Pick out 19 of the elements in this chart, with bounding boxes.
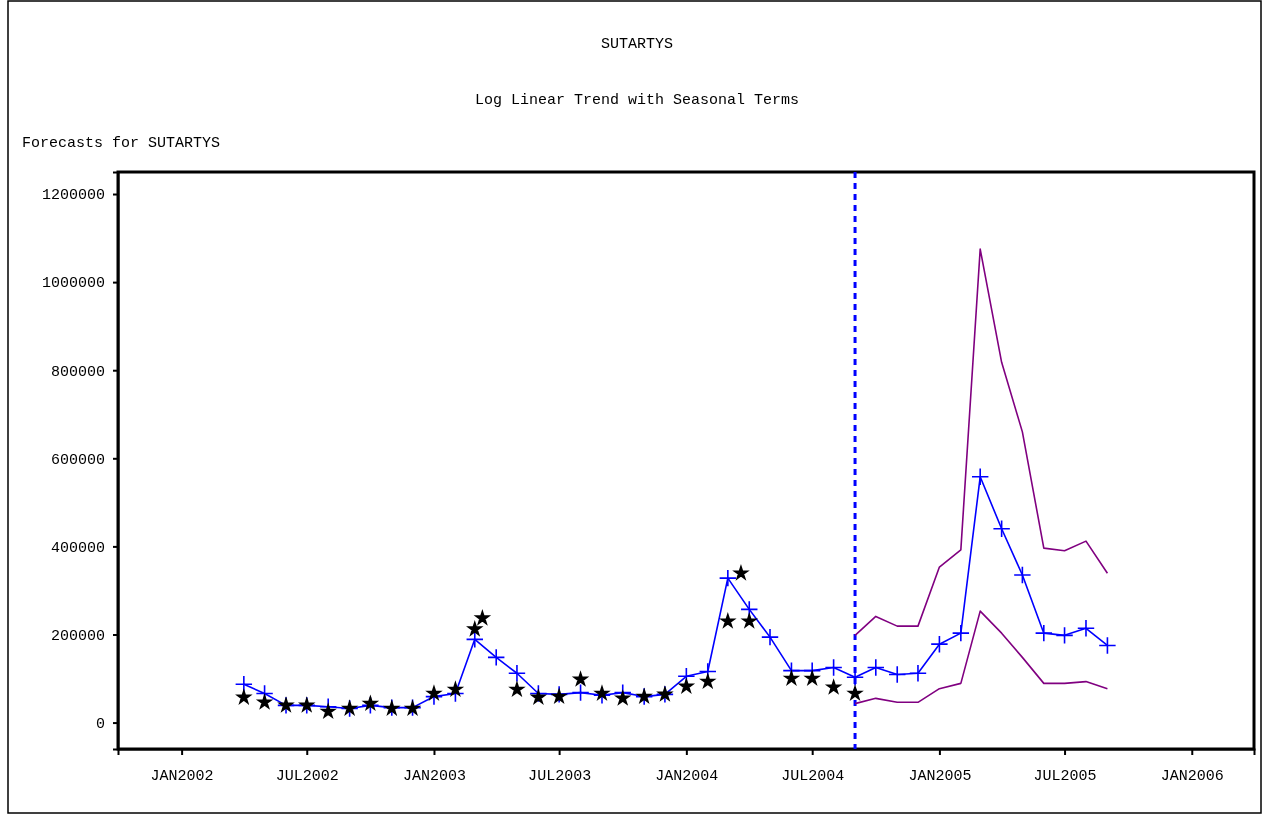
y-tick-label: 200000 bbox=[50, 627, 105, 645]
chart-title: SUTARTYS bbox=[600, 36, 674, 53]
y-tick-label: 1000000 bbox=[41, 275, 105, 293]
x-tick-label: JAN2006 bbox=[1160, 767, 1224, 785]
y-tick-label: 800000 bbox=[50, 363, 105, 381]
x-tick-label: JUL2002 bbox=[275, 767, 339, 785]
y-tick-label: 0 bbox=[95, 715, 105, 733]
x-tick-label: JUL2003 bbox=[528, 767, 592, 785]
chart-subtitle: Log Linear Trend with Seasonal Terms bbox=[474, 92, 800, 109]
y-tick-label: 600000 bbox=[50, 451, 105, 469]
x-tick-label: JUL2005 bbox=[1033, 767, 1097, 785]
x-tick-label: JUL2004 bbox=[781, 767, 845, 785]
x-tick-label: JAN2005 bbox=[908, 767, 972, 785]
x-tick-label: JAN2003 bbox=[402, 767, 466, 785]
y-axis-title: Forecasts for SUTARTYS bbox=[22, 135, 221, 152]
y-tick-label: 1200000 bbox=[41, 187, 105, 205]
x-tick-label: JAN2004 bbox=[655, 767, 719, 785]
y-tick-label: 400000 bbox=[50, 539, 105, 557]
x-tick-label: JAN2002 bbox=[150, 767, 214, 785]
